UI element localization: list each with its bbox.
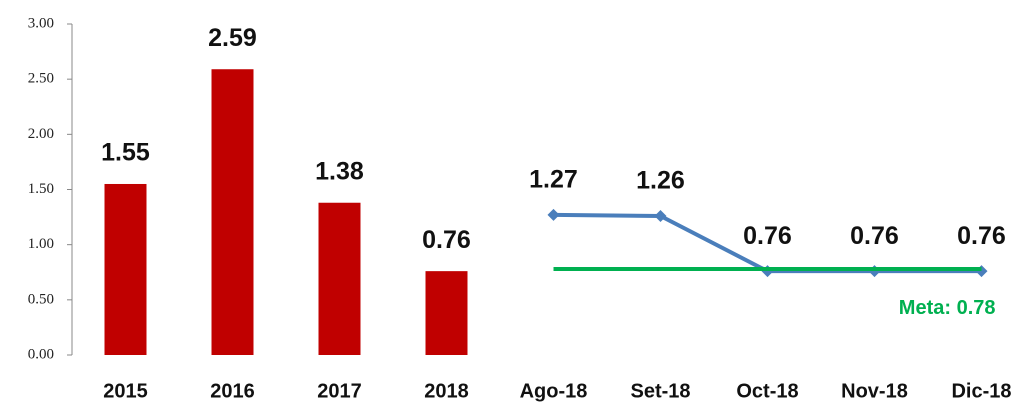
x-tick-label: 2015 [103, 380, 148, 402]
data-label: 0.76 [850, 222, 899, 250]
x-tick-label: Nov-18 [841, 380, 908, 402]
reference-label: Meta: 0.78 [899, 297, 996, 319]
y-tick-label: 1.00 [28, 236, 54, 252]
x-tick-label: Oct-18 [736, 380, 798, 402]
data-label: 1.26 [636, 167, 685, 195]
x-tick-label: Set-18 [630, 380, 690, 402]
data-label: 1.27 [529, 165, 578, 193]
data-label: 1.38 [315, 157, 364, 185]
y-tick-label: 0.00 [28, 346, 54, 362]
x-tick-label: 2016 [210, 380, 255, 402]
y-tick-label: 2.00 [28, 126, 54, 142]
data-label: 1.55 [101, 139, 150, 167]
marker [654, 209, 667, 222]
x-tick-label: 2017 [317, 380, 362, 402]
data-label: 0.76 [422, 226, 471, 254]
y-tick-label: 0.50 [28, 291, 54, 307]
data-label: 2.59 [208, 24, 257, 52]
data-label: 0.76 [743, 222, 792, 250]
bar [104, 183, 147, 355]
x-tick-label: Dic-18 [951, 380, 1011, 402]
bar [211, 69, 254, 355]
x-tick-label: 2018 [424, 380, 469, 402]
y-tick-label: 3.00 [28, 15, 54, 31]
marker [547, 208, 560, 221]
data-label: 0.76 [957, 222, 1006, 250]
bar [425, 271, 468, 355]
y-tick-label: 2.50 [28, 71, 54, 87]
x-tick-label: Ago-18 [520, 380, 588, 402]
bar [318, 202, 361, 355]
y-tick-label: 1.50 [28, 181, 54, 197]
